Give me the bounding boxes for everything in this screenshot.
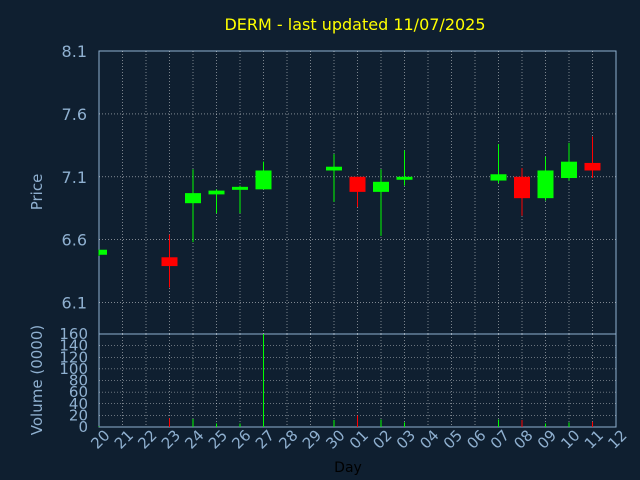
candle-body (490, 174, 507, 181)
x-tick-label: 28 (275, 426, 301, 452)
x-tick-label: 03 (393, 426, 419, 452)
x-tick-label: 21 (111, 426, 137, 452)
price-axis-ticks: 8.1 7.6 7.1 6.6 6.1 (62, 42, 87, 313)
x-tick-label: 26 (228, 426, 254, 452)
chart-title: DERM - last updated 11/07/2025 (224, 15, 485, 34)
volume-bars (98, 334, 593, 427)
volume-tick-label: 100 (59, 360, 88, 378)
volume-tick-label: 0 (78, 418, 88, 436)
candle-body (561, 161, 577, 179)
volume-tick-label: 140 (59, 337, 88, 355)
volume-tick-label: 120 (59, 348, 88, 366)
volume-tick-label: 40 (69, 395, 88, 413)
price-axis-label: Price (28, 174, 46, 211)
candle-body (255, 170, 272, 190)
x-tick-label: 23 (158, 426, 184, 452)
volume-axis-label: Volume (0000) (28, 325, 46, 435)
x-tick-label: 25 (205, 426, 231, 452)
volume-tick-label: 80 (69, 372, 88, 390)
x-tick-label: 08 (510, 426, 536, 452)
x-axis-ticks: 2021222324252627282930010203040506070809… (87, 426, 630, 452)
x-tick-label: 22 (134, 426, 160, 452)
price-tick-label: 6.1 (62, 294, 87, 313)
candle-body (161, 257, 178, 267)
x-tick-label: 06 (463, 426, 489, 452)
x-tick-label: 29 (299, 426, 325, 452)
x-tick-label: 20 (87, 426, 113, 452)
candle-body (208, 190, 225, 195)
candle-body (99, 249, 107, 255)
grid-lines (99, 51, 616, 427)
price-tick-label: 6.6 (62, 231, 87, 250)
candle-body (396, 176, 413, 180)
x-axis-label: Day (334, 460, 362, 476)
candle-body (584, 162, 601, 171)
x-tick-label: 11 (581, 426, 607, 452)
x-tick-label: 05 (440, 426, 466, 452)
candle-body (232, 186, 248, 190)
x-tick-label: 12 (604, 426, 630, 452)
x-tick-label: 09 (534, 426, 560, 452)
candle-body (537, 170, 554, 199)
price-tick-label: 7.6 (62, 105, 87, 124)
candle-body (514, 176, 530, 199)
x-tick-label: 27 (252, 426, 278, 452)
candle-body (185, 193, 201, 204)
x-tick-label: 10 (557, 426, 583, 452)
x-tick-label: 02 (369, 426, 395, 452)
price-tick-label: 7.1 (62, 168, 87, 187)
candle-body (373, 181, 389, 192)
volume-tick-label: 60 (69, 383, 88, 401)
x-tick-label: 24 (181, 426, 207, 452)
x-tick-label: 30 (322, 426, 348, 452)
price-tick-label: 8.1 (62, 42, 87, 61)
candle-body (349, 176, 366, 192)
candle-body (326, 166, 342, 171)
x-tick-label: 01 (346, 426, 372, 452)
volume-tick-label: 20 (69, 406, 88, 424)
volume-tick-label: 160 (59, 325, 88, 343)
x-tick-label: 04 (416, 426, 442, 452)
x-tick-label: 07 (487, 426, 513, 452)
candles (98, 136, 601, 288)
